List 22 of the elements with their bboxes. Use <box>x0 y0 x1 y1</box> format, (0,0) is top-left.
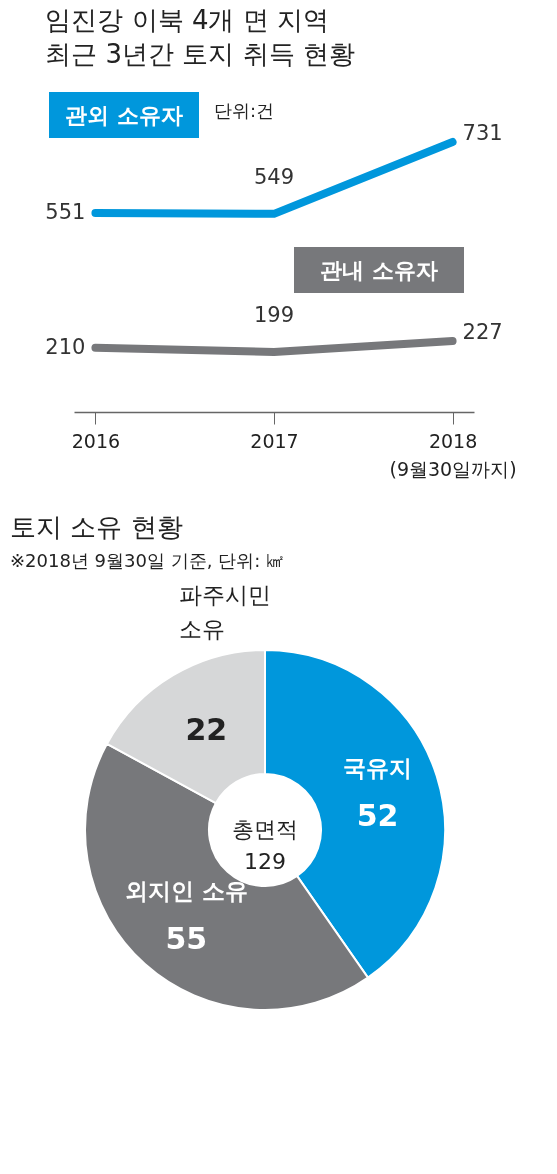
slice-label: 파주시민 소유 <box>178 582 271 643</box>
data-label: 199 <box>253 303 295 327</box>
text: 총면적 129 <box>232 817 298 874</box>
data-label: 55 <box>165 920 208 956</box>
text: 관외 소유자 <box>65 103 183 128</box>
x-tick-label: 2017 <box>250 429 299 452</box>
data-label: 551 <box>45 200 86 225</box>
chart-title: 토지 소유 현황 <box>10 512 183 543</box>
chart-subtitle: ※2018년 9월30일 기준, 단위: ㎢ <box>10 550 284 572</box>
chart-title: 임진강 이북 4개 면 지역 최근 3년간 토지 취득 현황 <box>45 5 355 69</box>
data-label: 52 <box>356 797 399 833</box>
x-tick-label: 2018 (9월30일까지) <box>389 429 517 480</box>
data-label: 22 <box>185 712 228 748</box>
data-label: 549 <box>253 164 295 189</box>
data-label: 227 <box>462 319 503 344</box>
text: 관내 소유자 <box>320 258 438 283</box>
data-label: 210 <box>45 334 86 359</box>
data-label: 731 <box>462 121 503 145</box>
x-tick-label: 2016 <box>71 429 121 452</box>
slice-label: 국유지 <box>343 754 413 781</box>
text: 단위:건 <box>214 100 275 121</box>
slice-label: 외지인 소유 <box>124 877 248 904</box>
